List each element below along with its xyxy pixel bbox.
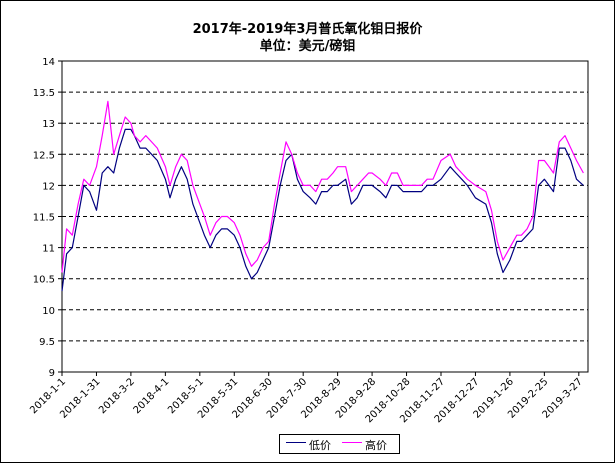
y-tick-label: 9 <box>49 368 55 379</box>
y-tick-label: 10 <box>42 306 55 317</box>
x-tick-label: 2018-4-1 <box>132 376 172 416</box>
gridlines <box>62 91 588 342</box>
x-tick-label: 2018-3-2 <box>97 376 137 416</box>
series-line-high <box>61 100 584 273</box>
chart-subtitle: 单位：美元/磅钼 <box>259 39 356 54</box>
legend-label-low: 低价 <box>309 439 331 452</box>
x-axis: 2018-1-12018-1-312018-3-22018-4-12018-5-… <box>28 372 585 425</box>
y-tick-label: 11 <box>42 244 55 255</box>
legend: 低价 高价 <box>279 434 400 454</box>
y-tick-label: 12 <box>42 181 55 192</box>
y-tick-label: 10.5 <box>33 275 55 286</box>
y-tick-label: 13 <box>42 119 55 130</box>
y-tick-label: 14 <box>42 57 55 68</box>
series-line-low <box>61 128 584 292</box>
legend-swatch-high <box>342 442 362 443</box>
y-tick-label: 9.5 <box>39 337 55 348</box>
y-tick-label: 13.5 <box>33 88 55 99</box>
y-tick-label: 12.5 <box>33 150 55 161</box>
legend-label-high: 高价 <box>365 439 387 452</box>
chart-title: 2017年-2019年3月普氏氧化钼日报价 <box>192 22 423 37</box>
legend-swatch-low <box>286 442 306 443</box>
y-axis: 14 13.5 13 12.5 12 11.5 11 10.5 10 9.5 9 <box>33 57 62 379</box>
y-tick-label: 11.5 <box>33 213 55 224</box>
series-lines <box>61 100 584 292</box>
